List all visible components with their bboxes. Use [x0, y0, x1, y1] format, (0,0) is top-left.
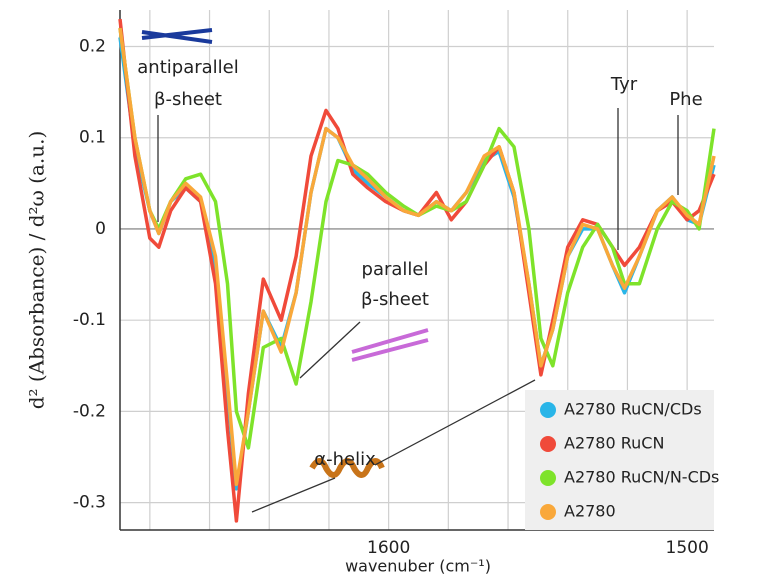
x-tick-label: 1600 [367, 538, 410, 558]
y-tick-label: 0.2 [79, 36, 106, 56]
annotation-pointer [300, 322, 360, 378]
legend-label: A2780 RuCN/N-CDs [564, 468, 719, 487]
legend-marker [540, 504, 556, 520]
annotation: Phe [669, 89, 702, 110]
legend-label: A2780 RuCN [564, 434, 664, 453]
legend-marker [540, 402, 556, 418]
x-axis-label: wavenuber (cm⁻¹) [345, 557, 491, 576]
annotation: antiparallel [137, 57, 238, 78]
y-tick-label: 0.1 [79, 128, 106, 148]
annotation: parallel [362, 259, 429, 280]
y-tick-label: -0.2 [73, 401, 106, 421]
annotation-pointer [252, 478, 335, 512]
x-tick-label: 1500 [666, 538, 709, 558]
annotation-pointer [375, 380, 535, 465]
legend-marker [540, 436, 556, 452]
legend-label: A2780 [564, 502, 616, 521]
legend-marker [540, 470, 556, 486]
legend-label: A2780 RuCN/CDs [564, 400, 702, 419]
legend: A2780 RuCN/CDs A2780 RuCN A2780 RuCN/N-CDs… [525, 390, 719, 530]
antiparallel-icon [142, 30, 212, 42]
annotation: β-sheet [361, 289, 429, 310]
y-axis-label: d² (Absorbance) / d²ω (a.u.) [25, 131, 49, 410]
annotation: Tyr [610, 74, 638, 95]
y-tick-label: 0 [95, 219, 106, 239]
annotation: α-helix [314, 449, 376, 470]
y-tick-label: -0.3 [73, 493, 106, 513]
parallel-icon [352, 330, 428, 360]
chart: d² (Absorbance) / d²ω (a.u.) wavenuber (… [0, 0, 771, 579]
y-tick-label: -0.1 [73, 310, 106, 330]
annotation: β-sheet [154, 89, 222, 110]
